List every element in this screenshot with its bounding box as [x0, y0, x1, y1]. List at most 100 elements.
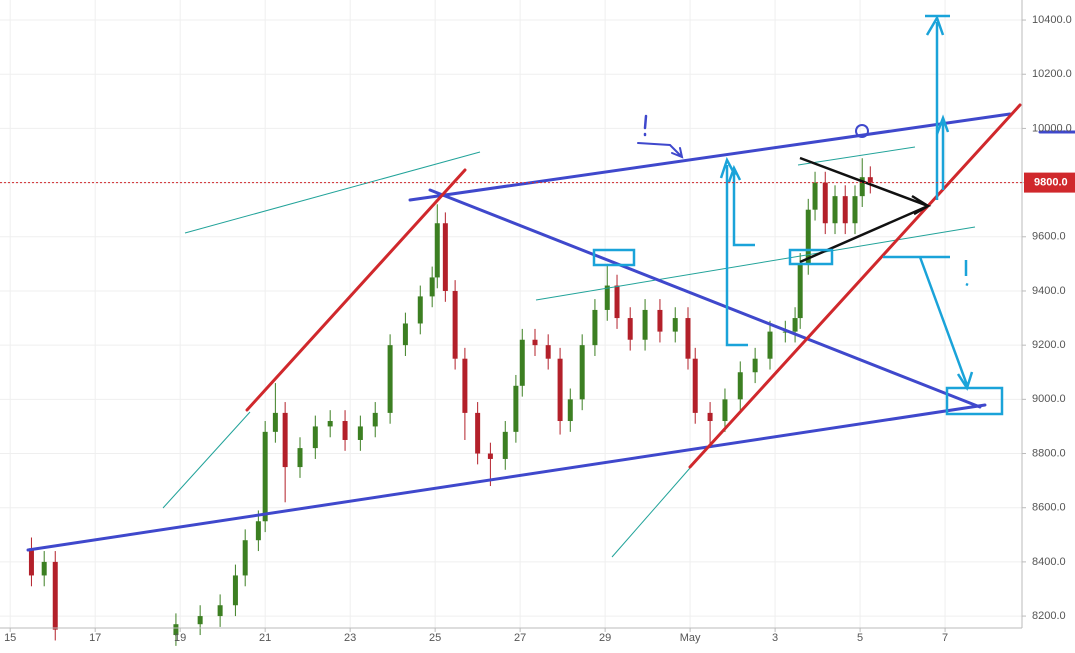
candle-body — [262, 431, 268, 522]
y-tick-label: 8800.0 — [1032, 447, 1066, 459]
triangle — [799, 156, 932, 264]
axes: 8200.0 8400.0 8600.0 8800.0 9000.0 9200.0 9400… — [0, 14, 1075, 644]
candle-body — [557, 358, 563, 422]
candle-body — [217, 605, 223, 617]
arrow — [925, 14, 950, 200]
trend-line — [245, 168, 467, 412]
arrow — [727, 164, 755, 247]
arrow — [883, 255, 974, 391]
y-tick-label: 9200.0 — [1032, 339, 1066, 351]
box — [592, 248, 636, 267]
candle-body — [519, 339, 525, 386]
candle-body — [272, 412, 278, 432]
candle-body — [429, 277, 435, 297]
candle-body — [342, 421, 348, 440]
candle-body — [782, 331, 788, 333]
candle-body — [852, 196, 858, 224]
candle-body — [487, 453, 493, 459]
trend-line — [184, 151, 481, 234]
candle-body — [614, 285, 620, 319]
trend-line — [688, 103, 1022, 469]
box — [788, 248, 834, 266]
candle-body — [28, 548, 34, 576]
y-tick-label: 9400.0 — [1032, 285, 1066, 297]
candle-body — [707, 412, 713, 422]
candle-body — [805, 209, 811, 264]
x-tick-label: 19 — [174, 632, 186, 644]
y-tick-label: 10400.0 — [1032, 14, 1072, 26]
trend-line — [535, 226, 976, 301]
price-label-box — [1024, 172, 1075, 193]
candle-body — [372, 412, 378, 427]
candle-body — [387, 345, 393, 413]
exclamation — [964, 260, 969, 287]
candle-body — [52, 561, 58, 630]
candle-body — [579, 345, 585, 400]
y-tick-label: 8600.0 — [1032, 502, 1066, 514]
x-tick-label: May — [680, 632, 701, 644]
candle-body — [867, 177, 873, 183]
candle-body — [545, 345, 551, 359]
candle-body — [842, 196, 848, 224]
arrow — [935, 114, 950, 190]
x-tick-label: 17 — [89, 632, 101, 644]
candle-body — [752, 358, 758, 373]
candle-body — [242, 540, 248, 576]
x-tick-label: 7 — [942, 632, 948, 644]
channel-line — [408, 112, 1012, 202]
candle-body — [327, 421, 333, 427]
candle-body — [672, 318, 678, 332]
x-tick-label: 27 — [514, 632, 526, 644]
candle-body — [657, 309, 663, 332]
candle-body — [402, 323, 408, 346]
candle-body — [357, 426, 363, 440]
exclamation — [643, 114, 648, 137]
grid — [0, 0, 1022, 628]
candle-body — [685, 318, 691, 359]
trend-line — [162, 411, 251, 509]
channel-line — [428, 188, 982, 409]
candle-body — [797, 263, 803, 319]
candle-body — [567, 399, 573, 422]
x-tick-label: 3 — [772, 632, 778, 644]
candle-body — [255, 521, 261, 541]
candle-body — [475, 412, 481, 454]
candle-body — [832, 196, 838, 224]
candle-body — [282, 412, 288, 468]
candle-body — [722, 399, 728, 422]
candle-body — [627, 318, 633, 340]
arrow — [637, 142, 684, 159]
x-tick-label: 25 — [429, 632, 441, 644]
candle-body — [859, 177, 865, 197]
x-tick-label: 15 — [4, 632, 16, 644]
candle-body — [502, 431, 508, 459]
y-tick-label: 9000.0 — [1032, 393, 1066, 405]
candle-body — [434, 223, 440, 278]
candle-body — [642, 309, 648, 340]
candle-body — [692, 358, 698, 413]
candle-body — [452, 290, 458, 359]
trend-line — [797, 146, 916, 166]
candle-body — [792, 318, 798, 332]
y-tick-label: 9600.0 — [1032, 231, 1066, 243]
candle-body — [822, 182, 828, 224]
y-tick-label: 10000.0 — [1032, 122, 1072, 134]
x-tick-label: 29 — [599, 632, 611, 644]
candle-body — [592, 309, 598, 346]
candle-body — [604, 285, 610, 310]
candle-body — [297, 448, 303, 468]
candle-body — [197, 616, 203, 625]
candle-body — [173, 624, 179, 636]
candle-body — [812, 182, 818, 210]
candle-body — [532, 339, 538, 346]
x-tick-label: 23 — [344, 632, 356, 644]
candle-body — [442, 223, 448, 291]
candle-body — [737, 372, 743, 400]
circle-marker — [855, 124, 869, 138]
candle-body — [41, 561, 47, 576]
channel-line — [26, 403, 987, 552]
candle-body — [513, 385, 519, 432]
x-tick-label: 21 — [259, 632, 271, 644]
trend-line — [611, 467, 691, 558]
